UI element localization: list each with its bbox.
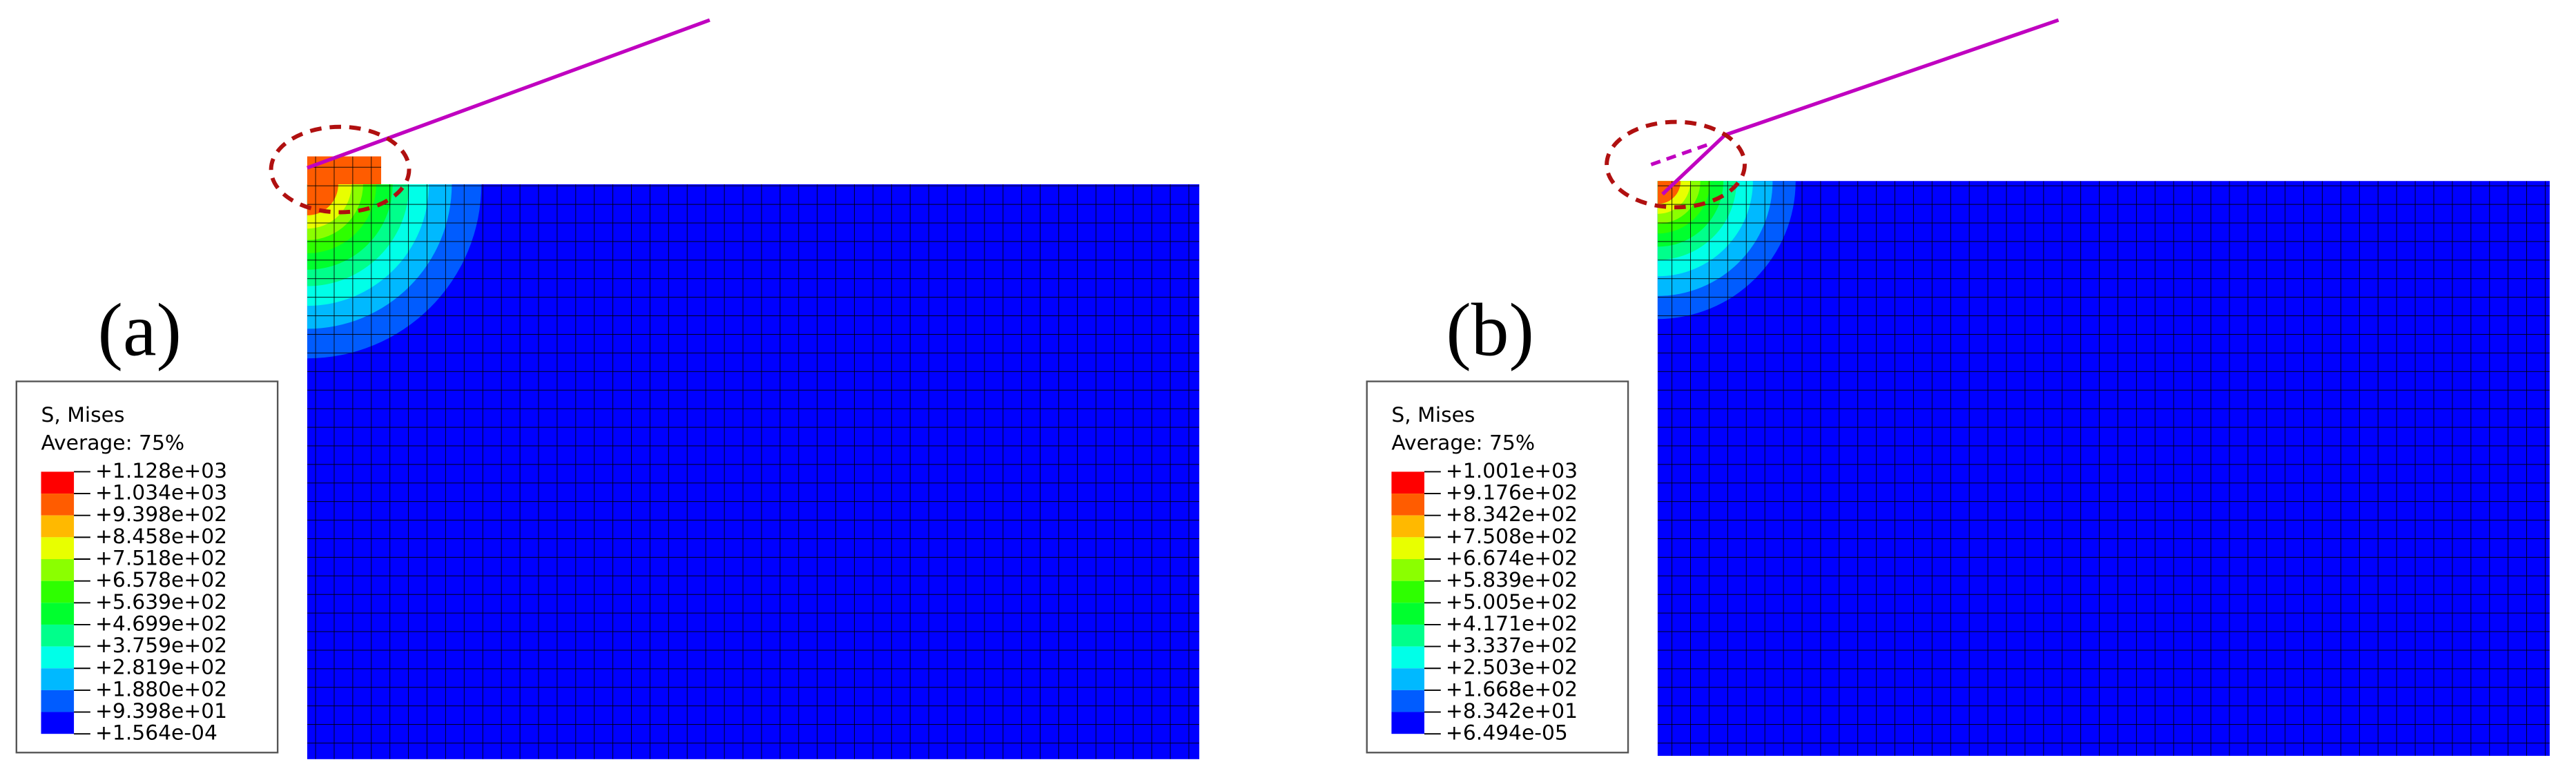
- legend-label: +1.001e+03: [1446, 459, 1578, 483]
- legend-swatch: [1391, 537, 1424, 560]
- panel-label: (a): [98, 287, 182, 371]
- tool-prev: [1650, 141, 1713, 166]
- legend-swatch: [41, 712, 75, 734]
- legend-label: +4.699e+02: [95, 612, 227, 636]
- legend-swatch: [1391, 494, 1424, 516]
- legend-swatch: [41, 690, 75, 712]
- legend-title: S, Mises: [1391, 403, 1475, 427]
- legend-swatch: [1391, 559, 1424, 581]
- legend-label: +1.128e+03: [95, 459, 227, 483]
- tool: [307, 18, 710, 170]
- legend-label: +2.819e+02: [95, 656, 227, 680]
- legend-swatch: [41, 580, 75, 603]
- legend-label: +6.674e+02: [1446, 547, 1578, 571]
- panel: (b) S, Mises Average: 75% +1.001e+03+9.176e…: [1366, 18, 2550, 757]
- legend-swatch: [41, 624, 75, 647]
- highlight: [1605, 119, 1747, 210]
- legend-label: +1.668e+02: [1446, 677, 1578, 701]
- legend-swatch: [41, 494, 75, 516]
- mesh-grid: [1657, 181, 2550, 757]
- legend-title: S, Mises: [41, 403, 124, 427]
- tool: [1724, 18, 2060, 137]
- legend-label: +3.337e+02: [1446, 634, 1578, 658]
- legend-subtitle: Average: 75%: [1391, 431, 1535, 455]
- panel: (a) S, Mises Average: 75% +1.128e+03+1.034e…: [15, 18, 1200, 759]
- legend-swatch: [41, 603, 75, 625]
- legend-label: +7.518e+02: [95, 547, 227, 571]
- legend-swatch: [1391, 603, 1424, 625]
- panel-label: (b): [1446, 287, 1534, 371]
- legend-label: +1.564e-04: [95, 721, 217, 745]
- legend-label: +7.508e+02: [1446, 525, 1578, 549]
- legend-swatch: [1391, 712, 1424, 734]
- legend-label: +5.639e+02: [95, 590, 227, 614]
- legend-label: +9.398e+02: [95, 502, 227, 527]
- legend-swatch: [1391, 624, 1424, 647]
- legend-swatch: [41, 471, 75, 494]
- legend-label: +6.578e+02: [95, 568, 227, 592]
- legend-label: +5.005e+02: [1446, 590, 1578, 614]
- legend-swatch: [1391, 580, 1424, 603]
- legend-label: +8.458e+02: [95, 525, 227, 549]
- legend-label: +2.503e+02: [1446, 656, 1578, 680]
- legend-swatch: [41, 646, 75, 669]
- legend-label: +8.342e+02: [1446, 502, 1578, 527]
- legend-label: +8.342e+01: [1446, 699, 1578, 723]
- mesh-grid: [307, 157, 1199, 759]
- legend-label: +3.759e+02: [95, 634, 227, 658]
- legend-subtitle: Average: 75%: [41, 431, 184, 455]
- legend-swatch: [41, 559, 75, 581]
- legend-swatch: [1391, 690, 1424, 712]
- legend-swatch: [1391, 668, 1424, 690]
- legend-label: +9.176e+02: [1446, 481, 1578, 505]
- legend-swatch: [1391, 515, 1424, 538]
- legend-label: +1.880e+02: [95, 677, 227, 701]
- legend-label: +5.839e+02: [1446, 568, 1578, 592]
- legend-swatch: [41, 515, 75, 538]
- legend-swatch: [41, 668, 75, 690]
- legend-swatch: [41, 537, 75, 560]
- tool-edge: [1661, 133, 1727, 196]
- legend-swatch: [1391, 646, 1424, 669]
- highlight: [269, 124, 411, 215]
- legend-label: +9.398e+01: [95, 699, 227, 723]
- legend-label: +1.034e+03: [95, 481, 227, 505]
- legend-label: +4.171e+02: [1446, 612, 1578, 636]
- legend-label: +6.494e-05: [1446, 721, 1568, 745]
- legend-swatch: [1391, 471, 1424, 494]
